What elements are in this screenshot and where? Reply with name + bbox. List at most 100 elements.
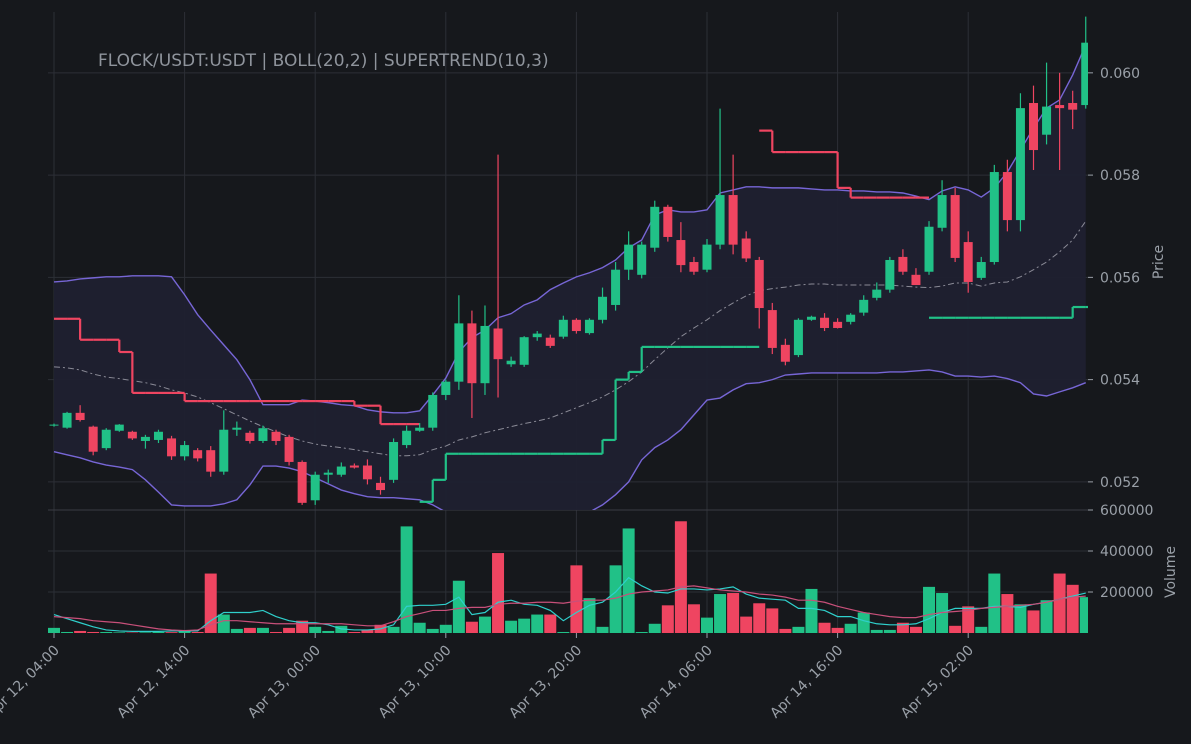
volume-bar — [910, 627, 922, 633]
x-tick-label: Apr 13, 10:00 — [376, 643, 455, 722]
volume-bar — [283, 628, 295, 633]
candle-body — [376, 483, 385, 490]
volume-bar — [100, 632, 112, 633]
volume-bar — [244, 628, 256, 633]
candle-body — [415, 428, 424, 431]
candle-body — [1081, 43, 1090, 105]
x-tick-label: Apr 12, 04:00 — [0, 643, 63, 722]
candle-body — [363, 466, 372, 480]
volume-bar — [492, 553, 504, 633]
y-axis-label: Price — [1151, 245, 1167, 279]
y-tick-label: 0.054 — [1100, 373, 1140, 389]
x-tick-label: Apr 12, 14:00 — [114, 643, 193, 722]
candle-body — [820, 318, 829, 328]
volume-bar — [1028, 610, 1040, 633]
volume-bar — [427, 629, 439, 633]
candle-body — [611, 270, 620, 305]
candle-body — [193, 450, 202, 458]
volume-bar — [257, 628, 269, 633]
volume-bar — [440, 625, 452, 633]
candle-body — [624, 245, 633, 270]
candle-body — [833, 322, 842, 328]
volume-bar — [466, 622, 478, 633]
y-tick-label: 0.052 — [1100, 475, 1140, 491]
volume-bar — [309, 627, 321, 633]
candle-body — [298, 462, 307, 503]
candle-body — [76, 413, 85, 420]
x-tick-label: Apr 13, 20:00 — [506, 643, 585, 722]
candle-body — [1055, 105, 1064, 108]
volume-tick-label: 600000 — [1100, 503, 1153, 519]
candle-body — [1042, 107, 1051, 135]
volume-bar — [270, 632, 282, 633]
volume-bar — [858, 613, 870, 634]
candle-body — [494, 328, 503, 359]
volume-bar — [688, 604, 700, 633]
volume-bar — [166, 632, 178, 633]
volume-bar — [518, 619, 530, 633]
candle-body — [63, 413, 72, 428]
volume-bar — [662, 605, 674, 633]
volume-bar — [975, 627, 987, 633]
volume-bar — [322, 631, 334, 633]
band-fill — [54, 45, 1086, 548]
y-tick-label: 0.058 — [1100, 168, 1140, 184]
candle-body — [141, 437, 150, 441]
candle-body — [676, 240, 685, 265]
volume-bar — [139, 632, 151, 633]
volume-bar — [87, 632, 99, 633]
volume-bar — [949, 626, 961, 633]
volume-bar — [192, 632, 204, 633]
volume-bar — [74, 631, 86, 633]
volume-bar — [348, 632, 360, 633]
candle-body — [755, 260, 764, 308]
candle-body — [716, 195, 725, 245]
candle-body — [637, 245, 646, 275]
candle-body — [50, 425, 59, 426]
candle-body — [467, 323, 476, 383]
candle-body — [180, 445, 189, 456]
candle-body — [663, 207, 672, 237]
x-tick-label: Apr 13, 00:00 — [245, 643, 324, 722]
candle-body — [115, 425, 124, 431]
candle-body — [729, 195, 738, 245]
candle-body — [89, 427, 98, 452]
candle-body — [428, 395, 437, 428]
volume-bar — [766, 608, 778, 633]
candle-body — [703, 245, 712, 270]
volume-bar — [218, 615, 230, 633]
volume-bar — [714, 594, 726, 633]
volume-bar — [1067, 585, 1079, 633]
volume-bar — [701, 618, 713, 633]
candle-body — [337, 467, 346, 475]
volume-bar — [557, 632, 569, 633]
volume-tick-label: 400000 — [1100, 544, 1153, 560]
volume-bar — [871, 630, 883, 633]
candle-body — [951, 195, 960, 258]
candle-body — [781, 345, 790, 362]
volume-bar — [649, 624, 661, 633]
candle-body — [350, 466, 359, 468]
volume-bar — [819, 623, 831, 633]
volume-bar — [884, 630, 896, 633]
volume-bar — [805, 589, 817, 633]
chart-title: FLOCK/USDT:USDT | BOLL(20,2) | SUPERTREN… — [98, 51, 549, 71]
candle-body — [807, 317, 816, 320]
candle-body — [1029, 103, 1038, 150]
candle-body — [324, 473, 333, 475]
volume-bar — [48, 628, 60, 633]
volume-bar — [113, 632, 125, 633]
volume-bar — [675, 521, 687, 633]
volume-bar — [231, 629, 243, 633]
candle-body — [559, 320, 568, 337]
candle-body — [533, 334, 542, 338]
candle-body — [911, 275, 920, 285]
volume-bar — [988, 574, 1000, 633]
volume-bar — [531, 615, 543, 633]
candle-body — [232, 428, 241, 430]
volume-bar — [1080, 597, 1092, 633]
candle-body — [742, 239, 751, 259]
x-tick-label: Apr 14, 16:00 — [767, 643, 846, 722]
candle-body — [507, 361, 516, 365]
